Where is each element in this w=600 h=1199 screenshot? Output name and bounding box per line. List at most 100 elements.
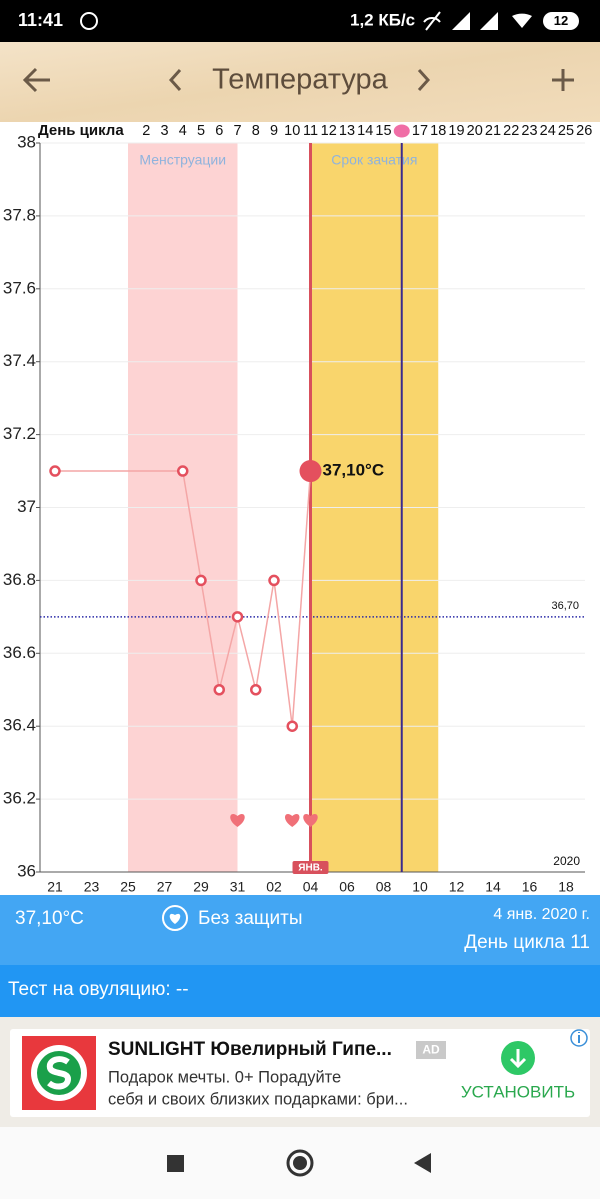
temperature-chart: Менструации Срок зачатия3636.236.436.636.… xyxy=(3,122,592,895)
data-point xyxy=(286,720,298,732)
x-tick-label: 04 xyxy=(303,879,319,895)
cycle-day: 13 xyxy=(339,123,355,139)
x-tick-label: 02 xyxy=(266,879,282,895)
add-button[interactable] xyxy=(552,69,574,91)
heart xyxy=(230,814,245,827)
summary-date: 4 янв. 2020 г. xyxy=(493,906,590,923)
cycle-day: 9 xyxy=(270,123,278,139)
y-tick-label: 36.4 xyxy=(3,716,36,735)
summary-protection[interactable]: Без защиты xyxy=(198,908,303,929)
cycle-day: 21 xyxy=(485,123,501,139)
x-tick-label: 12 xyxy=(449,879,465,895)
signal-icon xyxy=(480,12,498,30)
data-point xyxy=(49,465,61,477)
y-tick-label: 36 xyxy=(17,861,36,880)
cycle-day: 15 xyxy=(375,123,391,139)
cycle-day: 25 xyxy=(558,123,574,139)
x-tick-label: 14 xyxy=(485,879,501,895)
ad-text: себя и своих близких подарками: бри... xyxy=(108,1090,408,1108)
cycle-day: 14 xyxy=(357,123,373,139)
band-label: Менструации xyxy=(139,152,226,168)
cycle-day: 7 xyxy=(233,123,241,139)
x-tick-label: 31 xyxy=(230,879,246,895)
line-segment xyxy=(255,580,275,690)
battery-icon xyxy=(543,12,579,30)
cycle-day: 26 xyxy=(576,123,592,139)
nav-back[interactable] xyxy=(414,1153,431,1173)
ad-logo-s xyxy=(46,1056,72,1090)
data-point xyxy=(268,574,280,587)
line-segment xyxy=(200,580,220,690)
summary-temperature: 37,10°С xyxy=(15,908,84,929)
data-point xyxy=(213,684,225,696)
next-button[interactable] xyxy=(417,68,431,92)
ad-info-icon[interactable] xyxy=(570,1029,588,1047)
line-segment xyxy=(273,580,293,727)
y-tick-label: 37.2 xyxy=(3,424,36,443)
cycle-day: 22 xyxy=(503,123,519,139)
x-tick-label: 06 xyxy=(339,879,355,895)
ad-title: SUNLIGHT Ювелирный Гипе... xyxy=(108,1039,392,1060)
y-tick-label: 37.8 xyxy=(3,205,36,224)
signal-icon xyxy=(452,12,470,30)
y-tick-label: 36.6 xyxy=(3,643,36,662)
prev-button[interactable] xyxy=(168,68,182,92)
summary-cycle-day: День цикла 11 xyxy=(464,932,590,953)
nav-home-dot xyxy=(293,1156,307,1170)
heart xyxy=(285,814,300,827)
line-segment xyxy=(291,470,312,727)
month-label: ЯНВ. xyxy=(298,863,323,874)
month-badge xyxy=(292,861,329,874)
nav-recent[interactable] xyxy=(167,1155,184,1172)
cycle-day: 11 xyxy=(303,123,318,139)
ovulation-icon xyxy=(393,124,410,138)
nav-home[interactable] xyxy=(286,1149,314,1177)
line-segment xyxy=(182,470,202,581)
wifi-icon xyxy=(512,13,532,28)
y-tick-label: 37.4 xyxy=(3,351,36,370)
line-segment xyxy=(218,616,239,690)
cycle-day: 8 xyxy=(252,123,260,139)
x-tick-label: 23 xyxy=(84,879,100,895)
heart xyxy=(303,814,318,827)
cycle-day: 17 xyxy=(412,123,428,139)
back-button[interactable] xyxy=(22,67,50,93)
y-tick-label: 36.8 xyxy=(3,570,36,589)
cycle-day: 24 xyxy=(540,123,556,139)
x-tick-label: 21 xyxy=(47,879,63,895)
data-point xyxy=(195,574,207,587)
x-tick-label: 16 xyxy=(522,879,538,895)
data-point xyxy=(177,465,189,477)
summary-bar xyxy=(0,895,600,965)
y-tick-label: 36.2 xyxy=(3,789,36,808)
cycle-day: 5 xyxy=(197,123,205,139)
status-speed: 1,2 КБ/с xyxy=(350,10,415,29)
cycle-day-label: День цикла xyxy=(38,122,124,139)
year-label: 2020 xyxy=(553,854,580,868)
protection-icon[interactable] xyxy=(162,905,188,931)
data-point xyxy=(231,611,244,623)
status-bar xyxy=(0,0,600,42)
cycle-day: 2 xyxy=(142,123,150,139)
y-tick-label: 37.6 xyxy=(3,278,36,297)
x-tick-label: 29 xyxy=(193,879,209,895)
y-tick-label: 37 xyxy=(17,497,36,516)
ovulation-bar xyxy=(0,965,600,1017)
ovulation-test[interactable]: Тест на овуляцию: -- xyxy=(8,979,189,1000)
cycle-day: 3 xyxy=(160,123,168,139)
cycle-day: 4 xyxy=(179,123,187,139)
ad-install-button[interactable]: УСТАНОВИТЬ xyxy=(461,1082,575,1101)
ad-badge xyxy=(416,1041,446,1059)
value-label: 37,10°С xyxy=(323,461,385,480)
y-tick-label: 38 xyxy=(17,132,36,151)
ad-text: Подарок мечты. 0+ Порадуйте xyxy=(108,1068,341,1086)
x-tick-label: 27 xyxy=(157,879,173,895)
battery-level: 12 xyxy=(554,13,568,28)
app-title: Температура xyxy=(212,64,389,96)
cycle-day: 23 xyxy=(521,123,537,139)
x-tick-label: 25 xyxy=(120,879,136,895)
ad-badge-text: AD xyxy=(422,1043,440,1057)
cycle-day: 20 xyxy=(467,123,483,139)
data-point xyxy=(250,684,262,696)
